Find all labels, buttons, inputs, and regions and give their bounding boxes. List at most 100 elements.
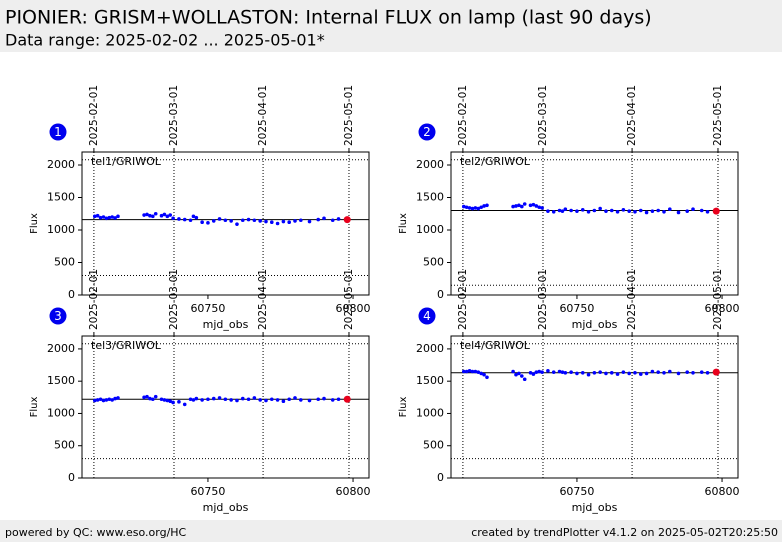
y-tick-label: 1000: [47, 406, 75, 419]
data-point: [712, 207, 720, 215]
data-point: [101, 398, 106, 403]
data-point: [107, 397, 112, 402]
data-point: [621, 208, 626, 212]
data-point: [269, 220, 274, 224]
data-point: [229, 398, 233, 402]
data-point: [162, 398, 167, 402]
data-point: [293, 396, 297, 400]
data-point: [712, 368, 720, 376]
data-point: [148, 213, 152, 218]
y-tick-label: 1500: [47, 374, 75, 387]
data-point: [92, 398, 97, 403]
x-tick-label: 60800: [336, 302, 371, 315]
data-point: [104, 216, 109, 221]
data-point: [299, 218, 303, 223]
top-tick-label: 2025-04-01: [257, 269, 269, 330]
top-tick-label: 2025-04-01: [626, 269, 638, 330]
data-point: [110, 215, 114, 219]
top-tick-label: 2025-05-01: [343, 269, 355, 330]
top-tick-label: 2025-05-01: [712, 269, 724, 330]
y-tick-label: 2000: [47, 342, 75, 355]
data-point: [517, 203, 521, 208]
data-point: [171, 216, 175, 221]
data-point: [330, 398, 335, 402]
plot-area: [81, 151, 370, 296]
x-tick-label: 60750: [190, 302, 225, 315]
data-point: [322, 216, 326, 221]
x-axis-label: mjd_obs: [203, 501, 249, 514]
data-point: [633, 210, 637, 214]
top-tick-label: 2025-02-01: [457, 269, 469, 330]
data-point: [705, 210, 710, 214]
data-point: [598, 370, 602, 374]
data-point: [151, 214, 155, 219]
data-point: [275, 221, 280, 226]
y-tick-label: 0: [68, 288, 75, 301]
badge: [49, 123, 67, 141]
data-point: [116, 214, 120, 219]
plot-area: [450, 151, 739, 296]
data-point: [223, 397, 228, 402]
data-point: [322, 396, 326, 401]
badge: [49, 307, 67, 325]
badge-number: 2: [423, 125, 431, 139]
data-point: [662, 210, 666, 214]
data-point: [537, 369, 542, 374]
data-point: [343, 395, 351, 403]
data-point: [258, 398, 262, 402]
data-point: [252, 218, 257, 223]
data-point: [522, 202, 527, 206]
data-point: [336, 397, 341, 402]
data-point: [528, 203, 533, 208]
data-point: [191, 398, 196, 402]
data-point: [211, 396, 216, 401]
data-point: [188, 218, 193, 223]
data-point: [240, 218, 245, 223]
data-point: [217, 396, 222, 400]
data-point: [281, 219, 286, 224]
panel-label: tel1/GRIWOL: [91, 155, 162, 168]
data-point: [95, 213, 100, 218]
badge-number: 1: [54, 125, 62, 139]
data-point: [569, 208, 573, 213]
data-point: [615, 372, 620, 376]
data-point: [293, 219, 297, 223]
data-point: [540, 370, 544, 374]
data-point: [563, 370, 568, 375]
data-point: [615, 210, 620, 214]
y-tick-label: 500: [54, 256, 75, 269]
panel-label: tel2/GRIWOL: [460, 155, 531, 168]
data-point: [546, 209, 550, 213]
data-point: [476, 206, 481, 211]
data-point: [534, 370, 539, 374]
page-subtitle: Data range: 2025-02-02 ... 2025-05-01*: [5, 31, 325, 50]
data-point: [517, 371, 521, 376]
data-point: [586, 372, 591, 377]
data-point: [650, 369, 655, 374]
data-point: [229, 219, 233, 223]
data-point: [168, 399, 173, 403]
data-point: [153, 394, 158, 399]
data-point: [246, 217, 251, 222]
data-point: [551, 370, 556, 374]
data-point: [258, 219, 262, 223]
data-point: [563, 207, 568, 211]
x-axis-label: mjd_obs: [203, 318, 249, 331]
data-point: [604, 371, 608, 376]
data-point: [482, 204, 486, 208]
data-point: [171, 400, 175, 405]
data-point: [194, 396, 199, 401]
data-point: [467, 369, 472, 373]
y-tick-label: 500: [423, 256, 444, 269]
x-tick-label: 60750: [190, 485, 225, 498]
data-point: [531, 372, 536, 376]
data-point: [691, 207, 695, 211]
data-point: [557, 208, 562, 213]
data-point: [592, 208, 597, 213]
x-tick-label: 60800: [705, 485, 740, 498]
data-point: [514, 204, 518, 208]
data-point: [307, 398, 312, 403]
x-axis-label: mjd_obs: [572, 318, 618, 331]
data-point: [235, 222, 239, 226]
